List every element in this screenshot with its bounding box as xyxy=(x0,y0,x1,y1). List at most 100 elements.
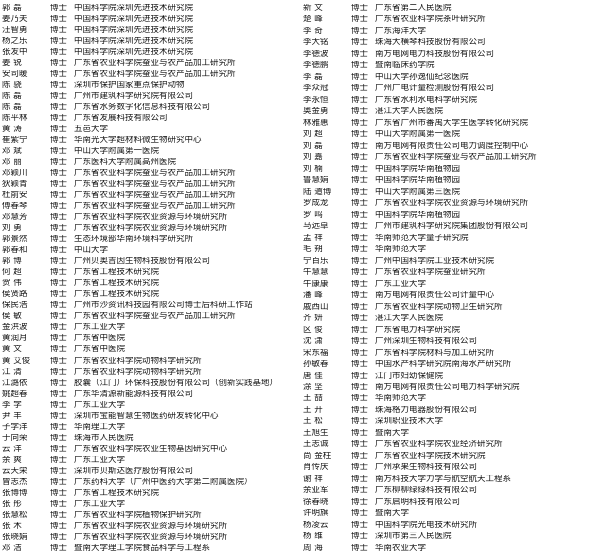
roster-row: 牛康康 博士 广东工业大学 xyxy=(303,280,598,291)
roster-row: 何 超 博士 广东省工程技术研究院 xyxy=(2,268,297,279)
person-degree: 博士 xyxy=(50,433,68,443)
person-organization: 广东省农业科学院动物科学研究所 xyxy=(74,367,202,377)
roster-row: 汪智勇 博士 中国科学院深圳先进技术研究院 xyxy=(2,26,297,37)
person-degree: 博士 xyxy=(50,389,68,399)
roster-row: 姜 锐 博士 广东省农业科学院蚕业与农产品加工研究所 xyxy=(2,59,297,70)
person-name: 谢 祥 xyxy=(303,474,323,484)
person-name: 张慧松 xyxy=(2,510,28,520)
person-organization: 暨南大学 xyxy=(375,428,410,438)
person-degree: 博士 xyxy=(50,114,68,123)
person-name: 子学洋 xyxy=(2,422,28,432)
person-degree: 博士 xyxy=(351,130,369,139)
person-degree: 博士 xyxy=(50,81,68,90)
person-name: 张博博 xyxy=(2,488,28,498)
person-degree: 博士 xyxy=(50,37,68,46)
roster-row: 陈 磊 博士 广州市建筑科学研究院有限公司 xyxy=(2,92,297,103)
person-name: 刘 磊 xyxy=(303,141,323,151)
person-degree: 博士 xyxy=(50,202,68,211)
person-degree: 博士 xyxy=(351,164,369,174)
person-degree: 博士 xyxy=(50,290,68,299)
person-name: 江潞依 xyxy=(2,378,28,388)
roster-row: 郭景然 博士 生态环境部华南环境科学研究所 xyxy=(2,235,297,246)
person-name: 云天栄 xyxy=(2,466,28,476)
person-name: 姜 锐 xyxy=(2,59,22,68)
person-name: 周 海 xyxy=(303,543,323,553)
person-name: 区 俊 xyxy=(303,325,323,335)
person-degree: 博士 xyxy=(50,378,68,388)
person-degree: 博士 xyxy=(351,4,369,13)
person-name: 黄 艾俊 xyxy=(2,356,31,365)
roster-row: 王 开 博士 珠海格力电器股份有限公司 xyxy=(303,406,598,417)
person-degree: 博士 xyxy=(351,72,369,82)
person-degree: 博士 xyxy=(50,70,68,79)
person-name: 戚西山 xyxy=(303,302,329,312)
person-organization: 广东工业大学 xyxy=(375,279,427,289)
person-organization: 中国科学院华南植物园 xyxy=(375,210,461,220)
person-degree: 博士 xyxy=(351,268,369,277)
person-degree: 博士 xyxy=(351,394,369,403)
person-degree: 博士 xyxy=(351,474,369,484)
person-degree: 博士 xyxy=(351,371,369,380)
roster-row: 刘 超 博士 中山大学附属第一医院 xyxy=(303,130,598,141)
person-name: 张 彤 xyxy=(2,499,22,509)
person-degree: 博士 xyxy=(351,245,369,254)
person-degree: 博士 xyxy=(351,428,369,438)
person-organization: 广东省农业科学院植物保护研究所 xyxy=(74,510,202,520)
roster-row: 杨凌云 博士 中国科学院光电技术研究所 xyxy=(303,521,598,532)
person-degree: 博士 xyxy=(50,312,68,321)
person-organization: 珠海大横琴科技股份有限公司 xyxy=(375,38,486,47)
roster-row: 奥金勇 博士 湛江大学人民医院 xyxy=(303,107,598,118)
person-name: 宁百乐 xyxy=(303,256,329,266)
person-organization: 中山大学孙逸仙纪念医院 xyxy=(375,72,469,82)
person-name: 李德鹏 xyxy=(303,61,329,70)
person-degree: 博士 xyxy=(50,59,68,68)
roster-row: 云 洋 博士 广东省农业科学院农业生物基因研究中心 xyxy=(2,445,297,456)
person-organization: 深圳市保护国家重点保护动物 xyxy=(74,81,185,90)
roster-row: 毛 朔 博士 华南师范大学 xyxy=(303,245,598,256)
roster-row: 云天栄 博士 深圳市贝斯达医疗股份有限公司 xyxy=(2,467,297,478)
person-organization: 广东省中医院 xyxy=(74,334,126,343)
roster-row: 安司暖 博士 广东省农业科学院蚕业与农产品加工研究所 xyxy=(2,70,297,81)
person-degree: 博士 xyxy=(50,543,68,553)
person-organization: 广东省水务数字化信息科技有限公司 xyxy=(74,103,211,112)
person-organization: 广东省农业科学院蚕业与农产品加工研究所 xyxy=(74,59,236,68)
person-degree: 博士 xyxy=(351,95,369,105)
person-name: 王志诚 xyxy=(303,440,329,449)
person-organization: 广东省农业科学院蚕业与农产品加工研究所 xyxy=(74,70,236,79)
roster-row: 刘 勇 博士 广东省农业科学院农业资源与环境研究所 xyxy=(2,224,297,235)
roster-row: 邓 洁 博士 暨南大学理工学院食品科学与工程系 xyxy=(2,544,297,555)
person-organization: 广东省第二人民医院 xyxy=(375,4,452,13)
person-organization: 广州深圳生物科技有限公司 xyxy=(375,337,478,346)
person-name: 毛 朔 xyxy=(303,245,323,254)
person-organization: 中山大学附属第一医院 xyxy=(74,147,160,156)
person-name: 余亚军 xyxy=(303,486,329,495)
person-organization: 中国科学院深圳先进技术研究院 xyxy=(74,26,194,35)
roster-row: 宁百乐 博士 广州中国科学院工业技术研究院 xyxy=(303,257,598,268)
roster-row: 潘 峰 博士 南方电网有限责任公司计量中心 xyxy=(303,291,598,302)
person-degree: 博士 xyxy=(351,187,369,197)
person-name: 杨之乐 xyxy=(2,37,28,46)
right-column: 新 文博士 广东省第二人民医院楚 峰博士 广东省农业科学院茶叶研究所李 奇博士 广东海… xyxy=(300,4,598,555)
roster-row: 李众冠 博士 广州广电计量检测股份有限公司 xyxy=(303,84,598,95)
person-organization: 广东省农业科学院农业资源与环境研究所 xyxy=(74,521,228,531)
roster-row: 区 俊 博士 广东省电力科学研究院 xyxy=(303,326,598,337)
person-organization: 江门市妇幼保健院 xyxy=(375,371,444,380)
person-degree: 博士 xyxy=(351,15,369,24)
person-degree: 博士 xyxy=(351,302,369,312)
roster-row: 周 海 博士 华南农业大学 xyxy=(303,544,598,555)
roster-row: 邓 斌 博士 中山大学附属第一医院 xyxy=(2,147,297,158)
person-organization: 南方电网有限责任公司计量中心 xyxy=(375,291,495,300)
person-organization: 广东省工程技术研究院 xyxy=(74,290,160,299)
roster-row: 李 学 博士 广东工业大学 xyxy=(2,401,297,412)
person-name: 张发中 xyxy=(2,48,28,57)
person-name: 刘 嘉 xyxy=(303,153,323,162)
roster-row: 张博博 博士 广东省工程技术研究院 xyxy=(2,489,297,500)
roster-row: 邓颖川 博士 广东省农业科学院蚕业与农产品加工研究所 xyxy=(2,169,297,180)
roster-row: 陈 磊 博士 广东省水务数字化信息科技有限公司 xyxy=(2,103,297,114)
person-degree: 博士 xyxy=(351,440,369,449)
person-degree: 博士 xyxy=(351,279,369,289)
person-name: 汪智勇 xyxy=(2,26,28,35)
person-degree: 博士 xyxy=(351,532,369,541)
roster-row: 王 喆 博士 华南师范大学 xyxy=(303,394,598,405)
roster-row: 张慧松 博士 广东省农业科学院植物保护研究所 xyxy=(2,511,297,522)
